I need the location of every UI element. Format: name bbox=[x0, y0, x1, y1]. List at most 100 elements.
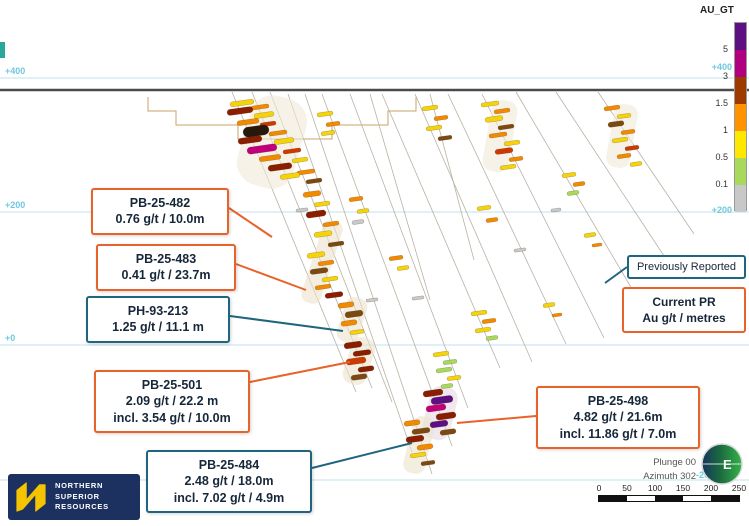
assay-interval bbox=[242, 124, 270, 138]
drill-result: 0.76 g/t / 10.0m bbox=[115, 212, 205, 227]
drillhole-trace bbox=[287, 93, 413, 453]
assay-interval bbox=[388, 255, 404, 261]
logo-n-icon bbox=[16, 482, 46, 512]
assay-interval bbox=[624, 145, 640, 151]
assay-interval bbox=[357, 365, 375, 373]
callout-leader-line bbox=[228, 207, 273, 238]
drillhole-id: PB-25-498 bbox=[587, 394, 649, 408]
drill-result: 1.25 g/t / 11.1 m bbox=[112, 320, 204, 335]
assay-interval bbox=[550, 207, 562, 213]
azimuth-label: Azimuth 302 bbox=[643, 471, 696, 483]
drillhole-trace bbox=[369, 93, 431, 301]
assay-interval bbox=[435, 411, 457, 421]
drillhole-trace bbox=[321, 93, 453, 447]
assay-interval bbox=[439, 428, 457, 436]
assay-interval bbox=[321, 275, 339, 283]
assay-interval bbox=[591, 242, 603, 248]
assay-interval bbox=[343, 340, 363, 350]
assay-interval bbox=[474, 326, 492, 334]
assay-interval bbox=[485, 217, 499, 223]
drill-result: 0.41 g/t / 23.7m bbox=[121, 268, 211, 283]
assay-interval bbox=[542, 302, 556, 308]
assay-interval bbox=[313, 200, 331, 208]
assay-interval bbox=[344, 309, 364, 319]
colorbar-segment bbox=[735, 158, 746, 185]
assay-interval bbox=[409, 451, 427, 459]
drill-result-included: incl. 7.02 g/t / 4.9m bbox=[173, 490, 285, 505]
drillhole-id: PB-25-482 bbox=[129, 196, 191, 210]
assay-interval bbox=[485, 335, 499, 341]
callout-pb-25-498: PB-25-498 4.82 g/t / 21.6m incl. 11.86 g… bbox=[536, 386, 700, 449]
colorbar-segment bbox=[735, 104, 746, 131]
scale-bar-segment bbox=[655, 496, 683, 501]
scale-bar-segment bbox=[711, 496, 739, 501]
colorbar-segment bbox=[735, 23, 746, 50]
assay-interval bbox=[583, 232, 597, 238]
assay-interval bbox=[351, 219, 365, 225]
alteration-halo bbox=[606, 103, 638, 169]
drillhole-trace bbox=[447, 93, 567, 345]
assay-interval bbox=[425, 124, 443, 132]
callout-leader-line bbox=[604, 266, 628, 284]
assay-interval bbox=[513, 247, 527, 253]
assay-interval bbox=[322, 220, 340, 228]
plunge-label: Plunge 00 bbox=[653, 457, 696, 468]
scale-bar-tick-label: 150 bbox=[675, 483, 691, 493]
drillhole-trace bbox=[304, 93, 433, 475]
colorbar-segment bbox=[735, 77, 746, 104]
assay-interval bbox=[494, 147, 514, 155]
assay-interval bbox=[629, 161, 643, 167]
assay-interval bbox=[411, 427, 431, 435]
legend-previously-reported: Previously Reported bbox=[627, 255, 746, 279]
scale-bar-tick-label: 50 bbox=[622, 483, 632, 493]
logo-wordmark: NORTHERN SUPERIOR RESOURCES bbox=[55, 481, 109, 514]
assay-interval bbox=[309, 267, 329, 275]
scale-bar: 0 50 100 150 200 250 bbox=[597, 483, 749, 505]
drillhole-trace bbox=[429, 93, 475, 261]
view-orientation: Plunge 00 Azimuth 302 bbox=[618, 456, 696, 485]
compass-east-label: E bbox=[723, 457, 732, 472]
assay-interval bbox=[437, 135, 453, 141]
orientation-ball-icon: E bbox=[701, 443, 743, 485]
assay-interval bbox=[316, 110, 334, 118]
colorbar-tick-label: 0.5 bbox=[715, 152, 728, 162]
colorbar-segment bbox=[735, 131, 746, 158]
elevation-label-right-400: +400 bbox=[711, 62, 732, 72]
assay-interval bbox=[503, 139, 521, 147]
drillhole-trace bbox=[555, 91, 669, 263]
assay-interval bbox=[302, 190, 322, 198]
assay-interval bbox=[327, 240, 345, 248]
assay-interval bbox=[429, 419, 449, 429]
callout-leader-line bbox=[229, 315, 344, 332]
callout-leader-line bbox=[311, 442, 413, 469]
callout-pb-25-482: PB-25-482 0.76 g/t / 10.0m bbox=[91, 188, 229, 235]
drillhole-trace bbox=[349, 93, 469, 409]
grade-colorbar bbox=[734, 22, 747, 212]
assay-interval bbox=[348, 196, 364, 202]
assay-interval bbox=[237, 135, 263, 145]
drillhole-trace bbox=[381, 93, 501, 369]
colorbar-segment bbox=[735, 50, 746, 77]
assay-interval bbox=[416, 443, 434, 451]
assay-interval bbox=[603, 104, 621, 112]
assay-interval bbox=[425, 403, 447, 413]
drill-result: 2.09 g/t / 22.2 m bbox=[125, 394, 219, 409]
drillhole-id: PH-93-213 bbox=[127, 304, 189, 318]
assay-interval bbox=[267, 162, 293, 172]
assay-interval bbox=[480, 100, 500, 108]
legend-current-pr-units: Au g/t / metres bbox=[642, 311, 726, 326]
assay-interval bbox=[607, 120, 625, 128]
assay-interval bbox=[229, 98, 255, 108]
drillhole-id: PB-25-501 bbox=[141, 378, 203, 392]
assay-interval bbox=[226, 106, 254, 116]
elevation-label-right-200: +200 bbox=[711, 205, 732, 215]
assay-interval bbox=[611, 136, 629, 144]
legend-current-pr-title: Current PR bbox=[652, 295, 716, 309]
assay-interval bbox=[411, 295, 425, 301]
assay-interval bbox=[620, 129, 636, 135]
assay-interval bbox=[305, 177, 323, 185]
assay-interval bbox=[295, 207, 309, 213]
elevation-label-left-200: +200 bbox=[5, 200, 26, 210]
elevation-label-left-0: +0 bbox=[5, 333, 16, 343]
